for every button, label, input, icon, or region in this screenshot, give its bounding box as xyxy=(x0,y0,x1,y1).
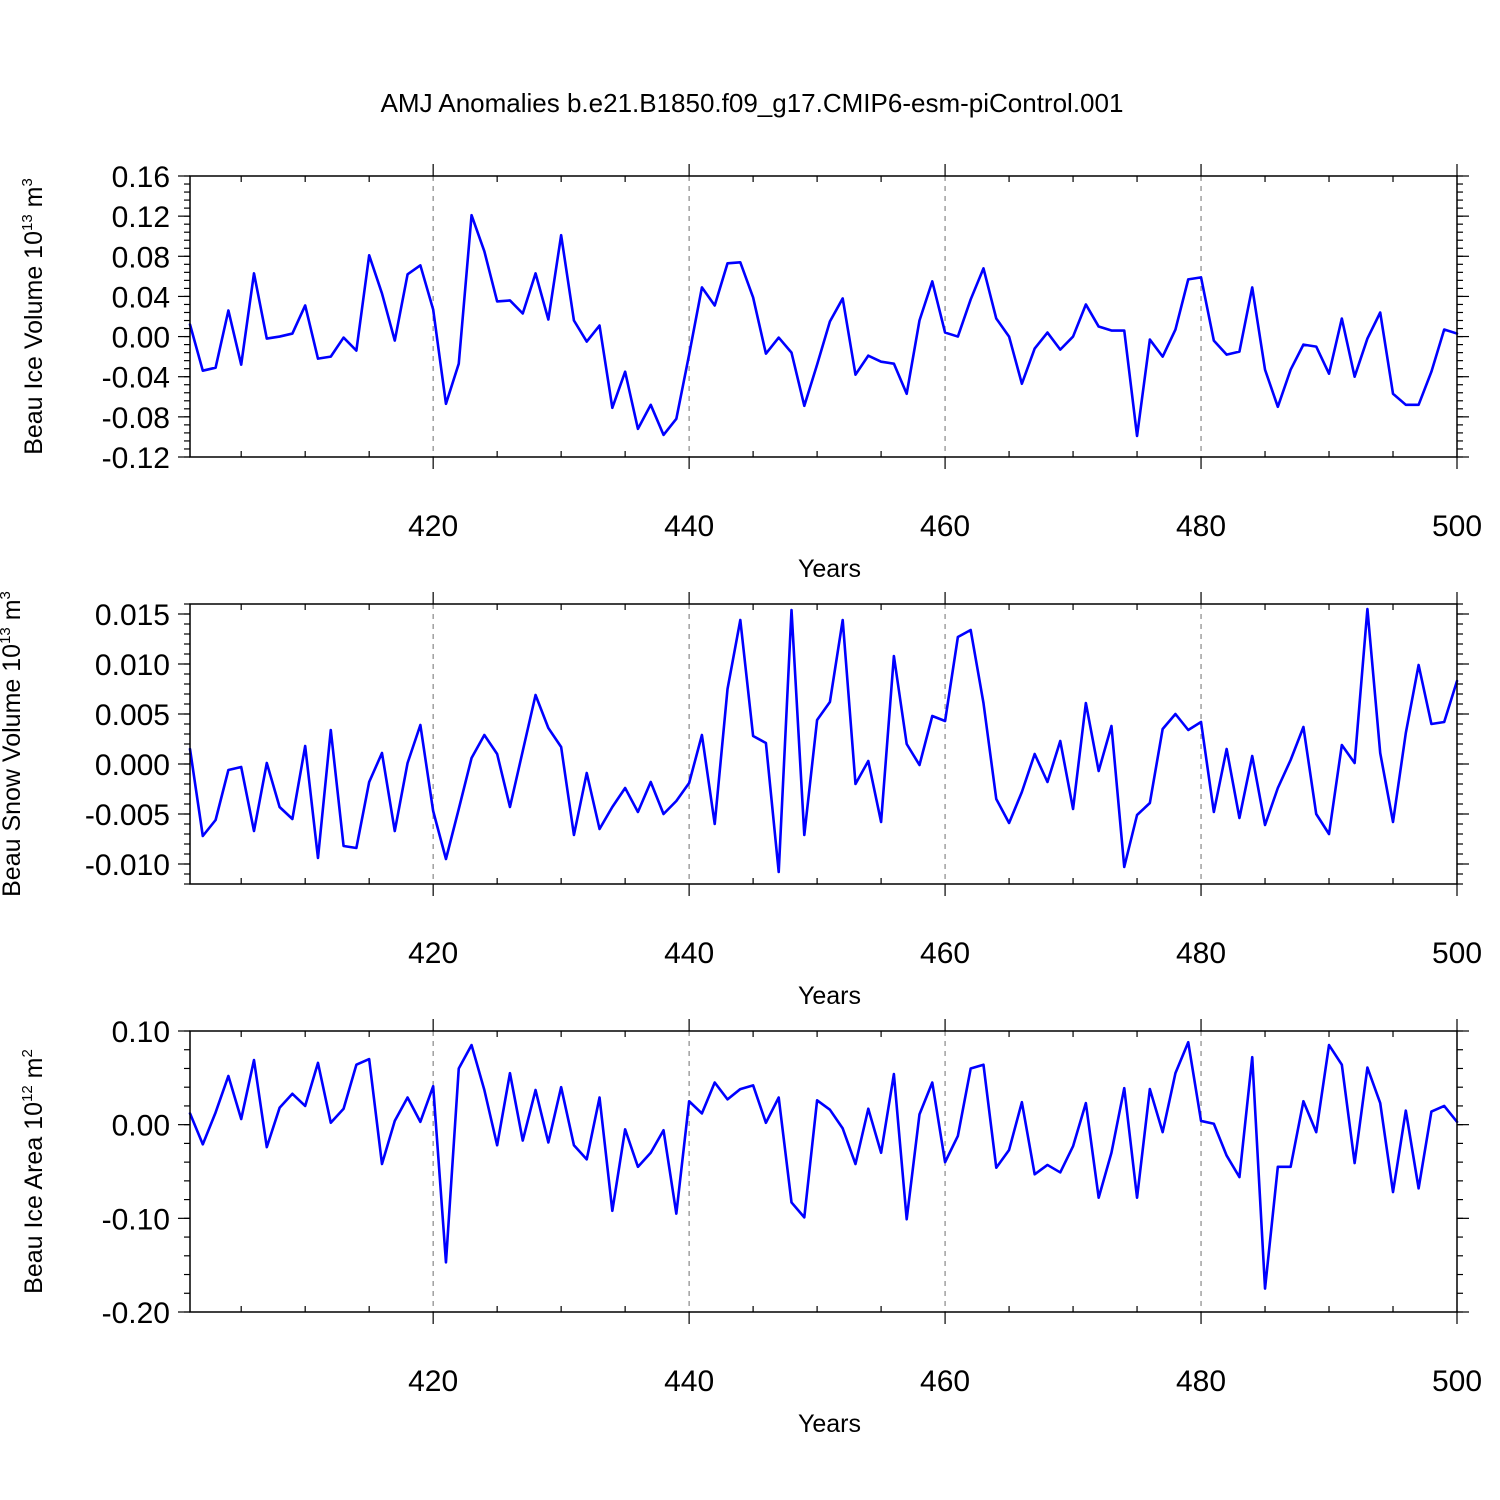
series-line-1 xyxy=(188,1040,1459,1290)
y-tick-label: 0.16 xyxy=(112,161,170,194)
y-tick-label: 0.12 xyxy=(112,201,170,234)
y-axis-label-text: Beau Ice Volume 10 xyxy=(20,231,48,455)
x-tick-label: 420 xyxy=(408,1365,458,1398)
x-tick-label: 460 xyxy=(920,937,970,970)
y-tick-label: 0.04 xyxy=(112,281,170,314)
x-tick-label: 420 xyxy=(408,510,458,543)
y-tick-label: 0.000 xyxy=(95,749,170,782)
figure-title: AMJ Anomalies b.e21.B1850.f09_g17.CMIP6-… xyxy=(381,88,1124,118)
x-tick-label: 440 xyxy=(664,1365,714,1398)
x-axis-label: Years xyxy=(798,555,861,583)
y-tick-label: -0.20 xyxy=(102,1297,170,1330)
y-axis-label-text: Beau Ice Area 10 xyxy=(20,1102,48,1294)
x-tick-label: 480 xyxy=(1176,937,1226,970)
series-line-1 xyxy=(188,607,1459,874)
y-tick-label: -0.04 xyxy=(102,362,170,395)
x-tick-label: 460 xyxy=(920,510,970,543)
y-tick-label: 0.00 xyxy=(112,1110,170,1143)
x-tick-label: 500 xyxy=(1432,1365,1482,1398)
y-axis-label-exponent: 13 xyxy=(0,627,14,644)
x-tick-label: 440 xyxy=(664,937,714,970)
y-tick-label: -0.010 xyxy=(85,849,170,882)
y-axis-label-unit: m xyxy=(0,599,26,627)
y-axis-label-exponent: 12 xyxy=(19,1085,36,1102)
y-axis-label: Beau Ice Volume 1013 m3 xyxy=(19,178,48,455)
y-axis-label: Beau Ice Area 1012 m2 xyxy=(19,1049,48,1294)
y-tick-label: 0.08 xyxy=(112,241,170,274)
plot-frame xyxy=(189,1030,1458,1313)
y-tick-label: 0.015 xyxy=(95,599,170,632)
y-axis-label-unit-exponent: 2 xyxy=(19,1049,36,1057)
x-tick-label: 440 xyxy=(664,510,714,543)
y-tick-label: 0.10 xyxy=(112,1016,170,1049)
y-tick-label: 0.010 xyxy=(95,649,170,682)
y-axis-label-exponent: 13 xyxy=(19,214,36,231)
y-axis-label-unit-exponent: 3 xyxy=(0,591,14,599)
plot-frame xyxy=(189,603,1458,885)
y-axis-label: Beau Snow Volume 1013 m3 xyxy=(0,591,26,897)
y-tick-label: 0.005 xyxy=(95,699,170,732)
y-axis-label-unit: m xyxy=(20,187,48,215)
y-axis-label-text: Beau Snow Volume 10 xyxy=(0,644,26,897)
y-tick-label: -0.005 xyxy=(85,799,170,832)
chart-panel-1: 420 440 460 480 500 -0.12 -0.08 -0.04 0.00 0.04 0.… xyxy=(19,161,1482,583)
x-tick-label: 480 xyxy=(1176,1365,1226,1398)
y-tick-label: -0.12 xyxy=(102,442,170,475)
y-tick-label: 0.00 xyxy=(112,322,170,355)
plots: 420 440 460 480 500 -0.12 -0.08 -0.04 0.00 0.04 0.… xyxy=(0,161,1482,1438)
plot-frame xyxy=(189,175,1458,458)
x-axis-label: Years xyxy=(798,1410,861,1438)
y-tick-label: -0.10 xyxy=(102,1203,170,1236)
x-tick-label: 420 xyxy=(408,937,458,970)
series-line-1 xyxy=(188,213,1459,438)
x-tick-label: 500 xyxy=(1432,510,1482,543)
chart-panel-2: 420 440 460 480 500 -0.010 -0.005 0.000 0.005 0.0… xyxy=(0,591,1482,1010)
y-axis-label-unit-exponent: 3 xyxy=(19,178,36,186)
y-axis-label-unit: m xyxy=(20,1058,48,1086)
x-tick-label: 500 xyxy=(1432,937,1482,970)
chart-panel-3: 420 440 460 480 500 -0.20 -0.10 0.00 0.10 Years Be… xyxy=(19,1016,1482,1438)
x-tick-label: 460 xyxy=(920,1365,970,1398)
x-axis-label: Years xyxy=(798,982,861,1010)
x-tick-label: 480 xyxy=(1176,510,1226,543)
y-tick-label: -0.08 xyxy=(102,402,170,435)
